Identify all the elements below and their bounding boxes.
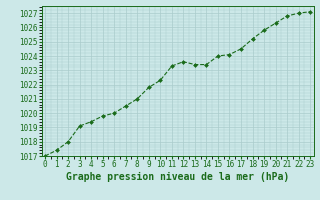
X-axis label: Graphe pression niveau de la mer (hPa): Graphe pression niveau de la mer (hPa): [66, 172, 289, 182]
